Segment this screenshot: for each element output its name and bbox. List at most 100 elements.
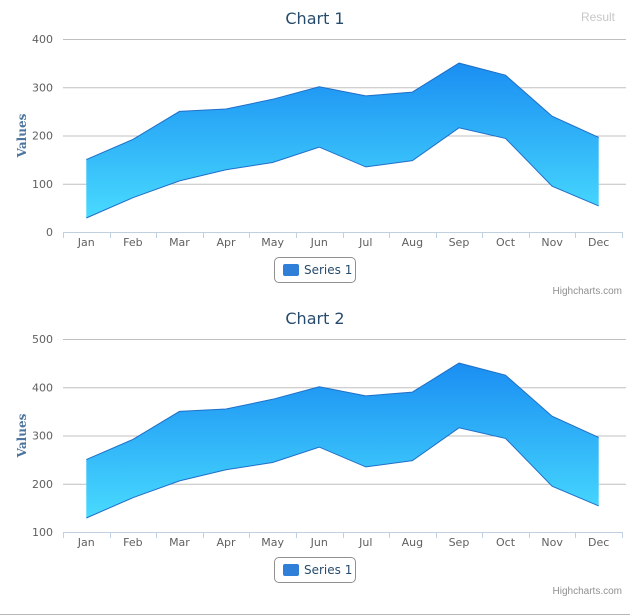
- chart-1-point-high: [364, 94, 368, 98]
- chart-2-x-tick-label: Oct: [496, 536, 516, 549]
- chart-2-credits[interactable]: Highcharts.com: [552, 586, 622, 597]
- chart-2-point-high: [224, 407, 228, 411]
- chart-2-x-tick-label: Nov: [541, 536, 563, 549]
- chart-2-y-tick-label: 100: [32, 526, 53, 539]
- chart-1-point-high: [177, 109, 181, 113]
- chart-2-point-high: [271, 397, 275, 401]
- chart-1-point-low: [597, 204, 601, 208]
- chart-2-low-line: [86, 427, 599, 519]
- chart-1-x-tick-label: Dec: [588, 236, 609, 249]
- chart-2-point-high: [550, 414, 554, 418]
- chart-1-x-tick-label: Jun: [310, 236, 328, 249]
- chart-1-x-tick-label: Oct: [496, 236, 516, 249]
- chart-2-point-high: [131, 437, 135, 441]
- chart-2-point-low: [410, 459, 414, 463]
- chart-2-x-tick-label: Apr: [217, 536, 237, 549]
- chart-2-x-tick-label: Mar: [169, 536, 190, 549]
- chart-1-point-low: [84, 216, 88, 220]
- chart-1-point-low: [410, 159, 414, 163]
- chart-1-high-line: [86, 62, 599, 161]
- chart-1-x-tick-label: Aug: [402, 236, 423, 249]
- chart-1-point-high: [317, 85, 321, 89]
- chart-2-point-high: [597, 435, 601, 439]
- chart-1-svg: Chart 1 Values 0 100 200 300 400 Jan Feb Mar Apr Ma…: [15, 9, 626, 249]
- chart-1-x-tick-label: Sep: [449, 236, 470, 249]
- chart-2-svg: Chart 2 Values 100 200 300 400 500 Jan Feb Mar Apr…: [15, 309, 626, 549]
- chart-2-x-tick-label: Aug: [402, 536, 423, 549]
- chart-2: Chart 2 Values 100 200 300 400 500 Jan Feb Mar Apr…: [0, 300, 630, 600]
- chart-2-point-low: [177, 479, 181, 483]
- chart-1-point-high: [271, 97, 275, 101]
- chart-2-x-tick-label: Feb: [123, 536, 142, 549]
- chart-1-y-tick-label: 200: [32, 130, 53, 143]
- chart-2-point-low: [224, 468, 228, 472]
- chart-2-point-high: [457, 361, 461, 365]
- chart-2-point-low: [457, 426, 461, 430]
- chart-1-area-range: [86, 63, 599, 218]
- chart-1-y-tick-label: 100: [32, 178, 53, 191]
- chart-1: Chart 1 Values 0 100 200 300 400 Jan Feb Mar Apr Ma…: [0, 0, 630, 300]
- chart-2-y-axis-label: Values: [15, 413, 29, 458]
- chart-2-x-tick-label: Jun: [310, 536, 328, 549]
- chart-1-x-tick-label: Jul: [358, 236, 372, 249]
- chart-1-point-low: [457, 126, 461, 130]
- chart-1-credits[interactable]: Highcharts.com: [552, 286, 622, 297]
- chart-1-point-low: [504, 136, 508, 140]
- chart-1-point-high: [550, 114, 554, 118]
- chart-2-x-tick-label: May: [261, 536, 284, 549]
- chart-2-area-range: [86, 363, 599, 518]
- chart-2-y-tick-label: 200: [32, 478, 53, 491]
- chart-2-legend-swatch: [283, 564, 299, 576]
- chart-2-point-low: [504, 436, 508, 440]
- chart-1-point-high: [597, 135, 601, 139]
- chart-1-point-low: [317, 145, 321, 149]
- chart-1-title: Chart 1: [285, 9, 344, 28]
- chart-2-point-low: [364, 465, 368, 469]
- chart-2-title: Chart 2: [285, 309, 344, 328]
- chart-2-point-high: [317, 385, 321, 389]
- chart-1-legend-label: Series 1: [304, 263, 353, 277]
- chart-1-point-low: [364, 165, 368, 169]
- chart-1-legend-swatch: [283, 264, 299, 276]
- chart-1-low-line: [86, 127, 599, 219]
- chart-1-x-tick-label: Feb: [123, 236, 142, 249]
- chart-1-point-low: [271, 161, 275, 165]
- chart-2-point-high: [364, 394, 368, 398]
- chart-2-point-low: [597, 504, 601, 508]
- chart-2-point-low: [317, 445, 321, 449]
- chart-2-point-low: [550, 484, 554, 488]
- chart-2-legend[interactable]: Series 1: [274, 557, 356, 583]
- chart-1-point-high: [224, 107, 228, 111]
- chart-2-legend-label: Series 1: [304, 563, 353, 577]
- chart-2-point-low: [271, 461, 275, 465]
- chart-1-y-tick-label: 300: [32, 81, 53, 94]
- chart-1-legend[interactable]: Series 1: [274, 257, 356, 283]
- chart-1-point-high: [410, 90, 414, 94]
- chart-1-x-tick-label: Jan: [77, 236, 95, 249]
- chart-1-x-tick-label: Mar: [169, 236, 190, 249]
- chart-2-y-tick-label: 500: [32, 333, 53, 346]
- chart-2-point-high: [177, 409, 181, 413]
- chart-1-point-low: [131, 196, 135, 200]
- chart-1-x-tick-label: May: [261, 236, 284, 249]
- chart-1-point-low: [550, 184, 554, 188]
- chart-2-x-tick-label: Sep: [449, 536, 470, 549]
- chart-2-point-high: [504, 373, 508, 377]
- result-label[interactable]: Result: [580, 10, 615, 24]
- chart-2-y-tick-label: 400: [32, 381, 53, 394]
- chart-1-point-low: [177, 179, 181, 183]
- chart-2-x-tick-label: Jan: [77, 536, 95, 549]
- chart-1-point-high: [84, 158, 88, 162]
- chart-1-x-tick-label: Apr: [217, 236, 237, 249]
- chart-1-y-axis-label: Values: [15, 113, 29, 158]
- chart-1-x-tick-label: Nov: [541, 236, 563, 249]
- chart-2-x-tick-label: Dec: [588, 536, 609, 549]
- chart-2-y-tick-label: 300: [32, 430, 53, 443]
- chart-1-point-high: [504, 73, 508, 77]
- chart-1-point-high: [131, 137, 135, 141]
- chart-2-point-low: [131, 496, 135, 500]
- chart-1-point-low: [224, 168, 228, 172]
- chart-2-point-high: [84, 458, 88, 462]
- chart-2-point-high: [410, 390, 414, 394]
- chart-1-point-high: [457, 61, 461, 65]
